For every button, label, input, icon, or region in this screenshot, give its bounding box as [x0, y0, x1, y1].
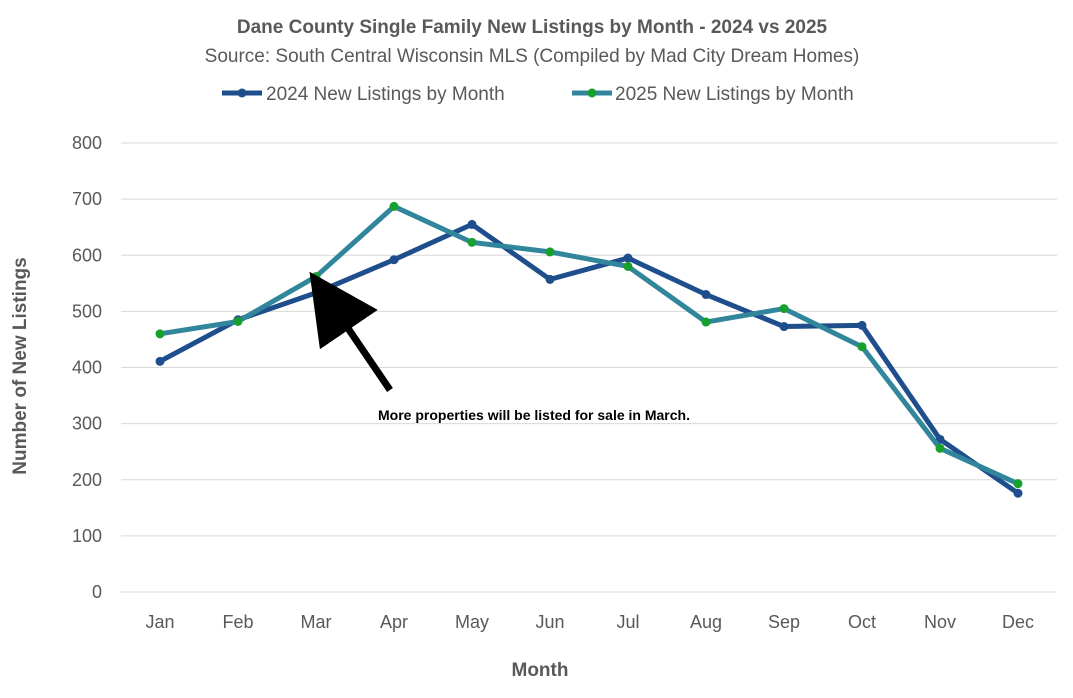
annotation-text: More properties will be listed for sale … [378, 407, 690, 423]
y-axis-title: Number of New Listings [10, 257, 31, 474]
series-line [157, 221, 1021, 496]
data-point [311, 272, 321, 282]
x-tick-label: Jan [145, 612, 174, 632]
data-point [155, 356, 165, 366]
data-point [623, 253, 633, 263]
annotation-arrow [309, 271, 393, 392]
chart-title: Dane County Single Family New Listings b… [237, 17, 828, 38]
data-point [935, 443, 945, 453]
x-tick-label: Sep [768, 612, 800, 632]
data-point [701, 317, 711, 327]
y-tick-label: 400 [72, 358, 102, 378]
x-axis-ticks: Jan Feb Mar Apr May Jun Jul Aug Sep Oct Nov Dec [145, 612, 1034, 632]
data-point [389, 201, 399, 211]
y-tick-label: 0 [92, 582, 102, 602]
gridlines [121, 142, 1057, 593]
x-tick-label: May [455, 612, 489, 632]
y-tick-label: 200 [72, 470, 102, 490]
data-point [545, 274, 555, 284]
y-tick-label: 500 [72, 301, 102, 321]
legend-marker-2025 [587, 88, 597, 98]
data-point [779, 322, 789, 332]
y-tick-label: 600 [72, 245, 102, 265]
data-point [857, 320, 867, 330]
chart-subtitle: Source: South Central Wisconsin MLS (Com… [205, 46, 860, 67]
data-point [1013, 479, 1023, 489]
annotation: More properties will be listed for sale … [309, 271, 690, 423]
legend: 2024 New Listings by Month 2025 New List… [222, 84, 854, 105]
data-point [701, 290, 711, 300]
x-tick-label: Nov [924, 612, 956, 632]
x-axis-title: Month [512, 660, 569, 681]
data-point [857, 342, 867, 352]
data-point [389, 255, 399, 265]
series-layer [155, 201, 1023, 498]
data-point [623, 261, 633, 271]
y-tick-label: 300 [72, 414, 102, 434]
y-axis-ticks: 0 100 200 300 400 500 600 700 800 [72, 133, 102, 602]
x-tick-label: Feb [222, 612, 253, 632]
data-point [155, 329, 165, 339]
y-tick-label: 100 [72, 526, 102, 546]
data-point [779, 304, 789, 314]
x-tick-label: Dec [1002, 612, 1034, 632]
x-tick-label: Jun [535, 612, 564, 632]
series-1 [155, 201, 1023, 489]
data-point [545, 247, 555, 257]
data-point [233, 316, 243, 326]
data-point [311, 288, 321, 298]
x-tick-label: Jul [616, 612, 639, 632]
x-tick-label: Mar [301, 612, 332, 632]
data-point [467, 219, 477, 229]
x-tick-label: Aug [690, 612, 722, 632]
data-point [1013, 488, 1023, 498]
series-line [157, 203, 1021, 487]
x-tick-label: Apr [380, 612, 408, 632]
legend-marker-2024 [237, 88, 247, 98]
legend-label-2025: 2025 New Listings by Month [615, 84, 854, 105]
y-tick-label: 700 [72, 189, 102, 209]
legend-label-2024: 2024 New Listings by Month [266, 84, 505, 105]
data-point [467, 237, 477, 247]
x-tick-label: Oct [848, 612, 876, 632]
y-tick-label: 800 [72, 133, 102, 153]
